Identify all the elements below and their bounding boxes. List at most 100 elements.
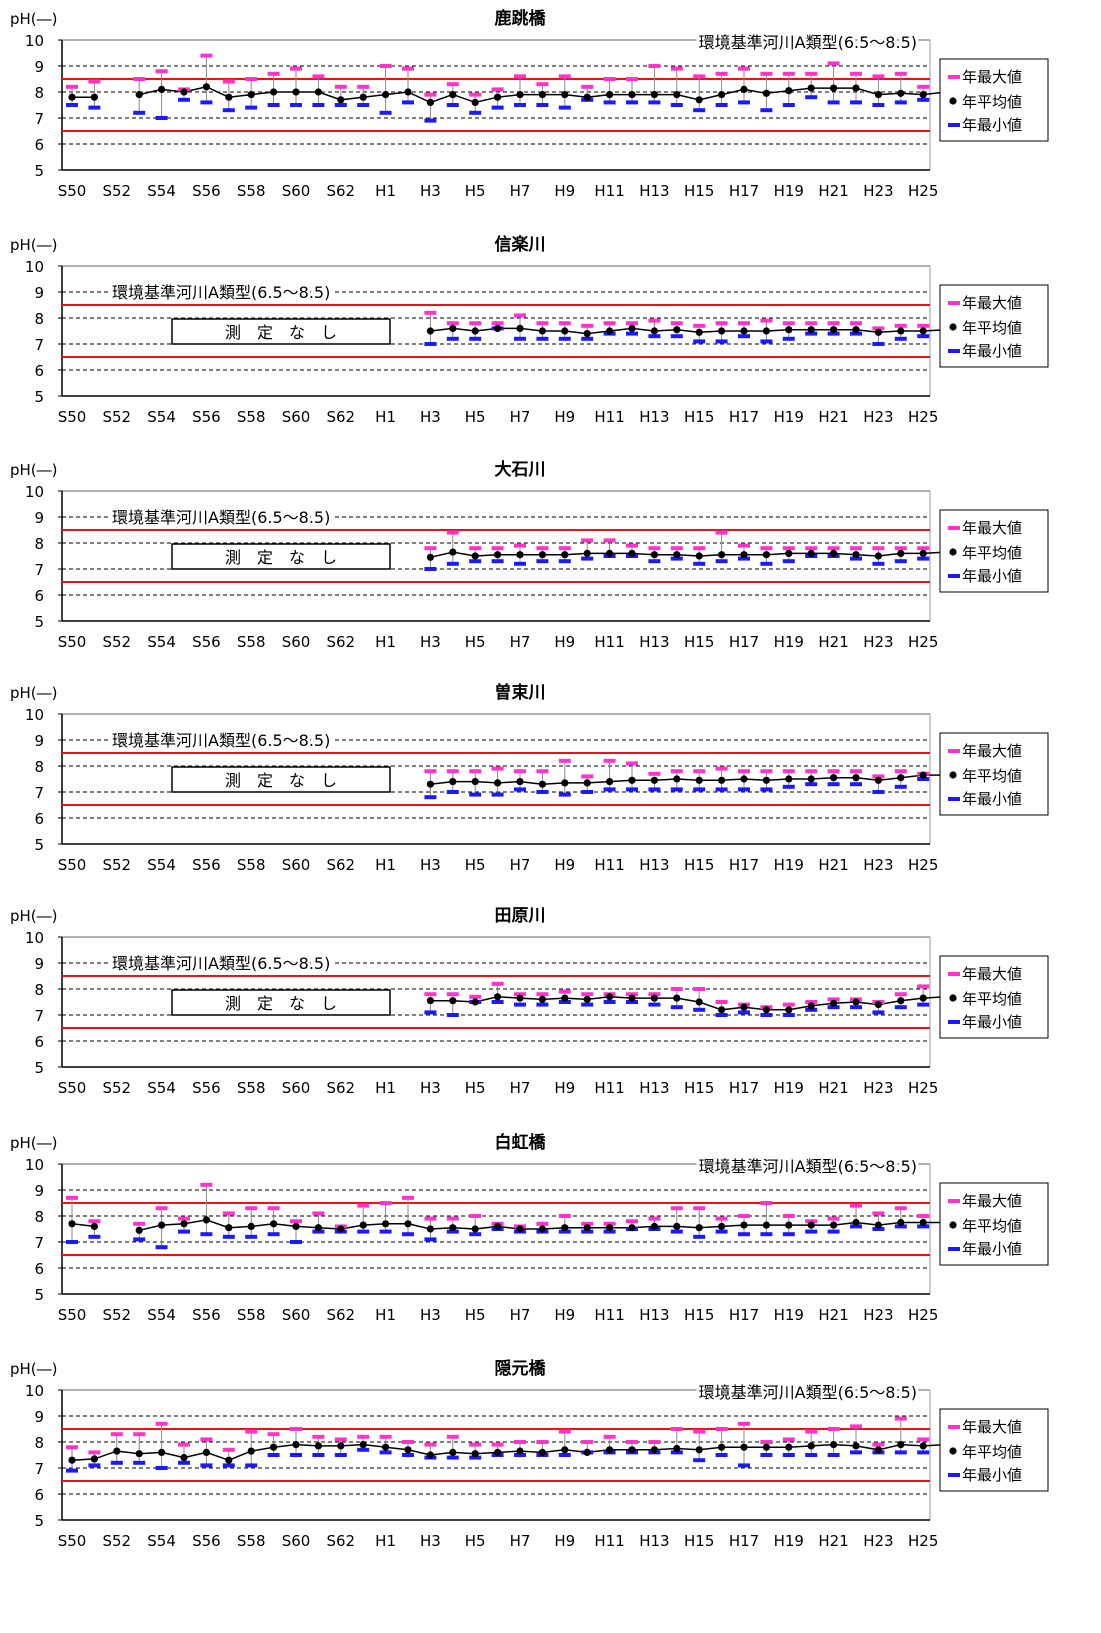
average-point (539, 996, 546, 1003)
min-marker (581, 337, 593, 341)
max-marker (604, 759, 616, 763)
x-tick-label: H23 (863, 1079, 893, 1097)
x-tick-label: H25 (908, 1532, 938, 1550)
average-point (494, 779, 501, 786)
average-point (651, 91, 658, 98)
legend-label: 年最大値 (962, 965, 1022, 983)
min-marker (492, 106, 504, 110)
x-tick-label: H25 (908, 1306, 938, 1324)
max-marker (492, 767, 504, 771)
min-marker (357, 103, 369, 107)
min-marker (290, 1453, 302, 1457)
x-tick-label: S50 (58, 182, 87, 200)
x-tick-label: H9 (554, 182, 575, 200)
min-marker (424, 342, 436, 346)
max-marker (693, 769, 705, 773)
max-marker (223, 1211, 235, 1215)
max-marker (290, 1427, 302, 1431)
average-point (449, 1224, 456, 1231)
max-marker (178, 1217, 190, 1221)
average-line (430, 775, 945, 784)
average-point (360, 1222, 367, 1229)
x-tick-label: S50 (58, 408, 87, 426)
max-marker (536, 992, 548, 996)
average-point (718, 91, 725, 98)
max-marker (268, 72, 280, 76)
max-marker (447, 992, 459, 996)
min-marker (492, 559, 504, 563)
max-marker (760, 319, 772, 323)
average-point (360, 94, 367, 101)
max-marker (895, 546, 907, 550)
max-marker (312, 1435, 324, 1439)
y-axis-label: pH(―) (10, 461, 58, 479)
min-marker (828, 100, 840, 104)
max-marker (156, 69, 168, 73)
x-tick-label: H3 (420, 408, 441, 426)
min-marker (380, 111, 392, 115)
average-point (673, 326, 680, 333)
average-point (673, 995, 680, 1002)
x-tick-label: H21 (818, 856, 848, 874)
min-marker (850, 1005, 862, 1009)
max-marker (447, 1217, 459, 1221)
x-tick-label: H17 (729, 856, 759, 874)
max-marker (581, 992, 593, 996)
max-marker (335, 85, 347, 89)
max-marker (469, 995, 481, 999)
max-marker (738, 1422, 750, 1426)
x-tick-label: S52 (102, 1079, 131, 1097)
average-point (516, 778, 523, 785)
chart-title: 白虹橋 (495, 1132, 547, 1153)
x-tick-label: H21 (818, 633, 848, 651)
min-marker (469, 337, 481, 341)
standard-label: 環境基準河川A類型(6.5〜8.5) (112, 508, 330, 527)
min-marker (693, 562, 705, 566)
chart-panel: pH(―) 田原川5678910環境基準河川A類型(6.5〜8.5)測 定 な し… (10, 906, 1048, 1097)
average-point (516, 995, 523, 1002)
x-tick-label: H5 (465, 633, 486, 651)
y-tick-label: 7 (34, 1460, 44, 1478)
average-point (337, 1442, 344, 1449)
y-tick-label: 9 (34, 1408, 44, 1426)
legend: 年最大値年平均値年最小値 (940, 956, 1048, 1038)
x-tick-label: H21 (818, 1306, 848, 1324)
legend-avg-swatch (949, 323, 956, 330)
y-tick-label: 10 (25, 1382, 44, 1400)
min-marker (178, 98, 190, 102)
max-marker (760, 1201, 772, 1205)
y-tick-label: 8 (34, 535, 44, 553)
average-point (830, 1441, 837, 1448)
legend-max-swatch (948, 1425, 960, 1429)
average-point (427, 997, 434, 1004)
max-marker (514, 74, 526, 78)
average-point (136, 1450, 143, 1457)
min-marker (716, 1230, 728, 1234)
min-marker (66, 1240, 78, 1244)
x-tick-label: S56 (192, 1079, 221, 1097)
min-marker (156, 116, 168, 120)
no-measurement-label: 測 定 な し (225, 548, 337, 567)
average-point (808, 326, 815, 333)
x-tick-label: H13 (639, 856, 669, 874)
min-marker (783, 559, 795, 563)
min-marker (447, 1013, 459, 1017)
min-marker (223, 1235, 235, 1239)
average-point (740, 551, 747, 558)
min-marker (402, 100, 414, 104)
max-marker (917, 324, 929, 328)
max-marker (424, 93, 436, 97)
average-point (516, 1448, 523, 1455)
min-marker (335, 103, 347, 107)
y-tick-label: 6 (34, 587, 44, 605)
x-tick-label: H11 (594, 633, 624, 651)
average-point (920, 1219, 927, 1226)
chart-panel: pH(―) 白虹橋5678910 環境基準河川A類型(6.5〜8.5)S50 S52 S… (10, 1132, 1048, 1324)
x-tick-label: H3 (420, 182, 441, 200)
max-marker (290, 1219, 302, 1223)
legend-avg-swatch (949, 97, 956, 104)
legend-label: 年平均値 (962, 1443, 1022, 1461)
x-tick-label: S54 (147, 633, 176, 651)
x-tick-label: H9 (554, 1306, 575, 1324)
min-marker (738, 787, 750, 791)
